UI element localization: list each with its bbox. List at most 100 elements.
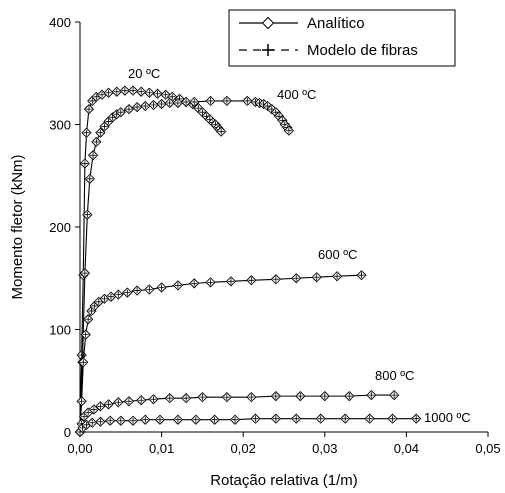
data-point-plus <box>138 88 145 95</box>
data-point-plus <box>124 289 131 296</box>
data-point-plus <box>218 128 225 135</box>
data-point-plus <box>134 104 141 111</box>
data-point-plus <box>207 279 214 286</box>
data-point-plus <box>252 415 259 422</box>
data-point-plus <box>244 97 251 104</box>
data-point-plus <box>93 93 100 100</box>
data-point-plus <box>272 276 279 283</box>
data-point-plus <box>97 403 104 410</box>
legend-plus-icon <box>262 44 274 56</box>
data-point-plus <box>174 99 181 106</box>
data-point-plus <box>117 109 124 116</box>
annotation-1000c: 1000 ºC <box>424 410 471 425</box>
data-point-plus <box>101 123 108 130</box>
data-point-plus <box>264 103 271 110</box>
data-point-plus <box>313 274 320 281</box>
data-point-plus <box>142 103 149 110</box>
legend-label-analitico: Analítico <box>307 15 365 32</box>
data-point-plus <box>211 416 218 423</box>
data-point-plus <box>223 97 230 104</box>
data-point-plus <box>80 359 87 366</box>
y-tick-label: 0 <box>64 425 71 440</box>
x-tick-label: 0,01 <box>149 441 174 456</box>
data-point-plus <box>95 298 102 305</box>
annotation-600c: 600 ºC <box>318 247 357 262</box>
data-point-plus <box>105 89 112 96</box>
data-point-plus <box>108 293 115 300</box>
data-point-plus <box>166 99 173 106</box>
data-point-plus <box>276 113 283 120</box>
data-point-plus <box>89 97 96 104</box>
legend: Analítico Modelo de fibras <box>228 9 456 67</box>
data-point-plus <box>97 129 104 136</box>
series-layer <box>74 85 422 438</box>
data-point-plus <box>85 106 92 113</box>
data-point-plus <box>358 272 365 279</box>
x-tick-label: 0,05 <box>475 441 500 456</box>
data-point-plus <box>199 109 206 116</box>
data-point-plus <box>156 416 163 423</box>
data-point-plus <box>389 415 396 422</box>
data-point-plus <box>192 416 199 423</box>
data-point-plus <box>321 393 328 400</box>
series-2 <box>74 270 367 438</box>
x-tick-label: 0,00 <box>67 441 92 456</box>
data-point-plus <box>232 416 239 423</box>
data-point-plus <box>97 418 104 425</box>
data-point-plus <box>166 395 173 402</box>
data-point-plus <box>162 91 169 98</box>
x-tick-label: 0,02 <box>231 441 256 456</box>
data-point-plus <box>99 91 106 98</box>
data-point-plus <box>83 129 90 136</box>
data-point-plus <box>317 415 324 422</box>
y-tick-label: 200 <box>49 220 71 235</box>
data-point-plus <box>109 114 116 121</box>
legend-label-fibras: Modelo de fibras <box>307 42 418 59</box>
data-point-plus <box>272 393 279 400</box>
data-point-plus <box>248 277 255 284</box>
data-point-plus <box>174 282 181 289</box>
data-point-plus <box>183 98 190 105</box>
data-point-plus <box>125 106 132 113</box>
data-point-plus <box>248 394 255 401</box>
x-tick-label: 0,04 <box>394 441 419 456</box>
data-point-plus <box>346 393 353 400</box>
data-point-plus <box>366 415 373 422</box>
data-point-plus <box>117 417 124 424</box>
x-tick-label: 0,03 <box>312 441 337 456</box>
data-point-plus <box>169 93 176 100</box>
y-tick-label: 400 <box>49 15 71 30</box>
axis-ticks: 0,00 0,01 0,02 0,03 0,04 0,05 0 100 200 300 400 <box>49 15 500 456</box>
data-point-plus <box>90 406 97 413</box>
data-point-plus <box>101 295 108 302</box>
data-point-plus <box>78 398 85 405</box>
data-point-plus <box>121 87 128 94</box>
data-point-plus <box>85 409 92 416</box>
data-point-plus <box>130 417 137 424</box>
data-point-plus <box>391 392 398 399</box>
data-point-plus <box>297 393 304 400</box>
data-point-plus <box>81 160 88 167</box>
data-point-plus <box>134 287 141 294</box>
data-point-plus <box>174 416 181 423</box>
data-point-plus <box>115 291 122 298</box>
data-point-plus <box>146 286 153 293</box>
data-point-plus <box>150 396 157 403</box>
annotation-20c: 20 ºC <box>128 66 160 81</box>
data-point-plus <box>113 88 120 95</box>
data-point-plus <box>81 413 88 420</box>
data-point-plus <box>85 316 92 323</box>
data-point-plus <box>158 284 165 291</box>
y-tick-label: 100 <box>49 323 71 338</box>
data-point-plus <box>146 89 153 96</box>
y-tick-label: 300 <box>49 118 71 133</box>
data-point-plus <box>142 416 149 423</box>
data-point-plus <box>138 397 145 404</box>
data-point-plus <box>334 273 341 280</box>
data-point-plus <box>158 101 165 107</box>
annotation-800c: 800 ºC <box>375 368 414 383</box>
x-axis-title: Rotação relativa (1/m) <box>210 472 358 489</box>
data-point-plus <box>207 97 214 104</box>
data-point-plus <box>285 127 292 134</box>
